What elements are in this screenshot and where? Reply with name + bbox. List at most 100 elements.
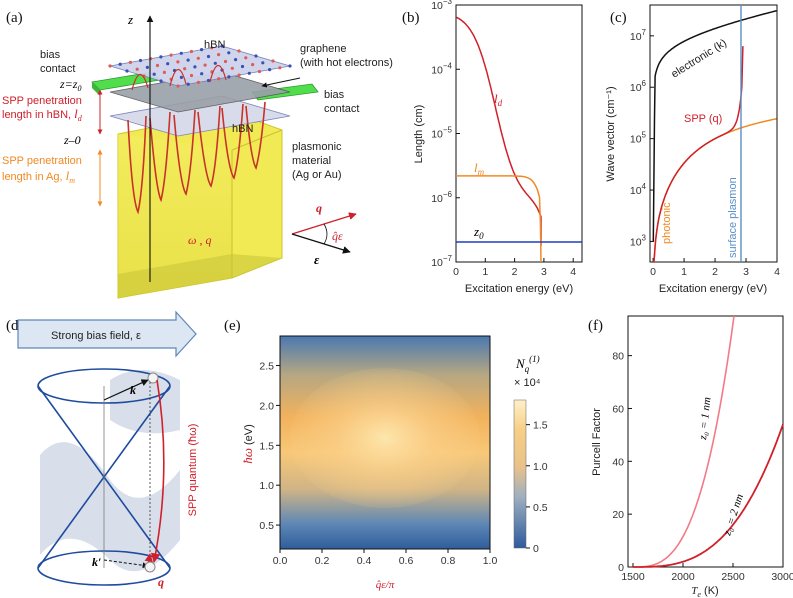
lattice-atom [189, 73, 194, 78]
curve-ld-label: ld [494, 91, 503, 108]
plot-b-xtick-label: 0 [453, 266, 459, 278]
lattice-atom [288, 64, 292, 68]
bias-contact-left-label-2: contact [40, 63, 75, 75]
plot-c-ytick-label: 105 [630, 131, 647, 146]
z-axis-label: z [127, 12, 133, 27]
lattice-atom [210, 46, 214, 50]
angle-arc [323, 223, 328, 245]
plot-b-ylabel: Length (cm) [413, 105, 425, 164]
plot-e-ytick-label: 2.5 [259, 361, 274, 373]
lattice-atom [247, 71, 251, 75]
colorbar [513, 399, 527, 549]
plot-f-ytick-label: 80 [612, 351, 624, 363]
plot-c-ytick-label: 106 [630, 79, 647, 94]
curve-z0-label: z0 [473, 224, 484, 241]
plot-e-xtick-label: 0.2 [315, 555, 330, 567]
lattice-atom [240, 64, 245, 69]
plot-c-ytick-label: 104 [630, 182, 647, 197]
colorbar-tick-label: 1.5 [533, 420, 548, 432]
colorbar-tick-label: 1.0 [533, 461, 548, 473]
panel-a: (a) z hBN [2, 10, 393, 299]
curve-lm-label: lm [474, 160, 485, 177]
photonic-label: photonic [661, 202, 673, 244]
graphene-pointer [261, 77, 301, 88]
lattice-atom [196, 56, 200, 60]
plasmonic-label-2: material [292, 155, 331, 167]
curve-z0-2nm [633, 424, 784, 568]
lattice-atom [118, 62, 122, 66]
lattice-atom [176, 60, 180, 64]
spp-ag-label-1: SPP penetration [2, 155, 82, 167]
plot-f-xlabel: Te (K) [691, 585, 718, 598]
plot-f-ticks: 1500 2000 2500 3000 80 60 40 20 0 [612, 351, 793, 583]
plot-c-ytick-label: 103 [630, 233, 647, 248]
plot-f-ytick-label: 60 [612, 403, 624, 415]
plot-c-xtick-label: 2 [712, 266, 718, 278]
plot-e-ylabel: ħω (eV) [240, 424, 255, 464]
lattice-atom [128, 60, 132, 64]
plot-c-frame [649, 4, 778, 263]
surface-plasmon-label: surface plasmon [727, 177, 739, 258]
plot-e-ytick-label: 0.5 [259, 520, 274, 532]
curve-ld [456, 16, 542, 246]
plot-b-xtick-label: 1 [482, 266, 488, 278]
plot-b-ticks: 0 1 2 3 4 10−3 10−4 10−5 10−6 10−7 [431, 0, 576, 278]
plot-b-ytick-label: 10−4 [431, 61, 452, 76]
plot-e-ytick-label: 2.0 [259, 400, 274, 412]
lattice-atom [271, 59, 275, 63]
plot-f-frame [627, 315, 784, 568]
lattice-atom [196, 80, 200, 84]
plasmonic-box-front [118, 134, 232, 298]
plot-f-xtick-label: 2000 [671, 571, 695, 583]
spp-ag-label-2: length in Ag, lm [2, 168, 75, 185]
lattice-atom [220, 44, 224, 48]
lattice-atom [227, 75, 231, 79]
spp-field-lines [127, 64, 266, 215]
hbn-top-label: hBN [204, 39, 225, 51]
electronic-label: electronic (k) [669, 37, 729, 81]
lattice-atom [206, 78, 211, 83]
plot-b-ytick-label: 10−5 [431, 126, 452, 141]
plot-c-ylabel: Wave vector (cm⁻¹) [605, 86, 617, 181]
lattice-atom [183, 67, 187, 71]
lattice-atom [138, 58, 143, 63]
bias-field-label: Strong bias field, ε [51, 330, 141, 342]
plot-e-frame [279, 335, 491, 550]
lattice-atom [254, 54, 258, 58]
plot-b-xlabel: Excitation energy (eV) [465, 283, 573, 295]
lattice-atom [176, 84, 180, 88]
lattice-atom [189, 49, 194, 54]
hbn-bottom-label: hBN [232, 123, 253, 135]
spp-transition [150, 379, 165, 563]
colorbar-tick-label: 0 [533, 543, 539, 555]
plot-b-xtick-label: 2 [512, 266, 518, 278]
q-vector-label: q [316, 201, 322, 215]
lattice-atom [159, 55, 163, 59]
plot-f-ytick-label: 20 [612, 509, 624, 521]
e-vector-label: ε [314, 252, 320, 267]
spp-quantum-label: SPP quantum (ħω) [187, 424, 199, 517]
lattice-atom [206, 54, 211, 59]
plot-e-xtick-label: 1.0 [483, 555, 498, 567]
plot-f-ytick-label: 0 [618, 562, 624, 574]
spp-hbn-label-2: length in hBN, ld [2, 106, 83, 123]
plot-c-xtick-label: 1 [681, 266, 687, 278]
plot-c-xtick-label: 0 [650, 266, 656, 278]
curve-lm [456, 175, 542, 263]
upper-electron [147, 372, 159, 384]
plot-b-ytick-label: 10−6 [431, 190, 452, 205]
panel-e: (e) 0.0 0.2 0.4 0.6 0.8 1.0 2.5 2.0 1.5 1.0 0.5 q̂… [224, 318, 548, 591]
curve-electronic [652, 9, 777, 242]
graphene-sublabel: (with hot electrons) [300, 57, 393, 69]
panel-c-tag: (c) [610, 10, 627, 26]
lattice-atom [155, 63, 160, 68]
curve-spp [653, 46, 744, 263]
lattice-atom [261, 61, 265, 65]
lattice-atom [223, 59, 228, 64]
k-vector [103, 379, 149, 401]
lattice-atom [203, 63, 207, 67]
k-prime-vector [103, 559, 149, 569]
